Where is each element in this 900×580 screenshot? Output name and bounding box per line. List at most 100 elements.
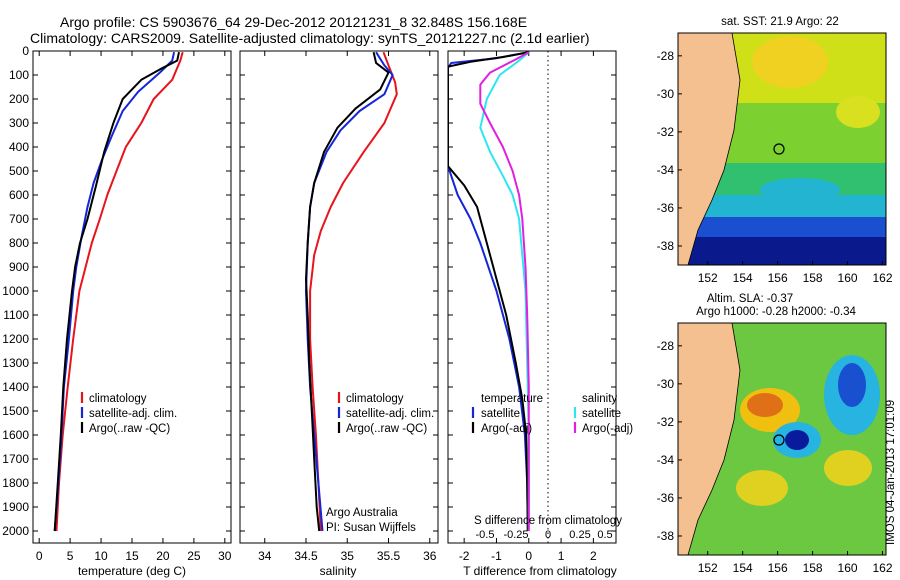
- salinity-x-axis: 34 34.5 35 35.5 36: [240, 50, 438, 563]
- x-tick-label: 34: [258, 549, 272, 563]
- y-tick-label: 1900: [2, 500, 29, 514]
- sst-map-axes: 152 154 156 158 160 162 -28 -30 -32 -34 -36 -38: [657, 49, 893, 285]
- series-line: [479, 51, 530, 531]
- legend-label-satellite: satellite-adj. clim.: [89, 408, 177, 420]
- y-tick-label: 1500: [2, 404, 29, 418]
- sst-map-field: [678, 33, 886, 265]
- y-tick-label: 100: [9, 68, 29, 82]
- y-tick-label: 800: [9, 236, 29, 250]
- map-y-tick-label: -32: [657, 125, 675, 139]
- difference-top-label: S difference from climatology: [474, 515, 622, 527]
- sst-land: [678, 33, 740, 265]
- y-tick-label: 1600: [2, 428, 29, 442]
- map-x-tick-label: 156: [768, 561, 788, 575]
- difference-x-axis: -2 -1 0 1 2: [448, 50, 616, 563]
- sla-high-patch: [736, 470, 788, 506]
- sst-warm-patch: [752, 36, 828, 88]
- y-tick-label: 500: [9, 164, 29, 178]
- sla-map-title-line2: Argo h1000: -0.28 h2000: -0.34: [696, 306, 856, 318]
- x-tick-label: -2: [459, 549, 470, 563]
- sla-map-field: [678, 323, 886, 555]
- map-x-tick-label: 160: [838, 271, 858, 285]
- map-y-tick-label: -30: [657, 87, 675, 101]
- series-line: [53, 51, 180, 532]
- y-tick-label: 1200: [2, 332, 29, 346]
- map-y-tick-label: -30: [657, 377, 675, 391]
- legend-title-temperature: temperature: [481, 393, 543, 405]
- sla-low-core: [785, 430, 809, 450]
- x-tick-label: 20: [156, 549, 170, 563]
- salinity-difference-scale: -0.5 -0.25 0 0.25 0.5: [476, 529, 613, 541]
- salinity-legend: climatology satellite-adj. clim. Argo(..…: [337, 392, 434, 435]
- map-x-tick-label: 160: [838, 561, 858, 575]
- y-tick-label: 700: [9, 212, 29, 226]
- y-tick-label: 600: [9, 188, 29, 202]
- y-tick-label: 200: [9, 92, 29, 106]
- x-tick-label: 36: [423, 549, 437, 563]
- map-y-tick-label: -28: [657, 339, 675, 353]
- x-tick-label: 10: [94, 549, 108, 563]
- sst-band-cyan: [678, 195, 886, 217]
- sst-map-frame: [677, 32, 887, 266]
- sst-band-blue: [678, 217, 886, 237]
- series-line: [55, 51, 184, 532]
- s-tick-label: 0: [545, 529, 551, 541]
- x-tick-label: 34.5: [294, 549, 318, 563]
- x-tick-label: 0: [525, 549, 532, 563]
- header-title-line2: Climatology: CARS2009. Satellite-adjuste…: [30, 30, 590, 46]
- s-tick-label: -0.25: [503, 529, 528, 541]
- y-tick-label: 0: [22, 44, 29, 58]
- map-y-tick-label: -36: [657, 491, 675, 505]
- sst-band-navy: [678, 237, 886, 265]
- map-y-tick-label: -38: [657, 239, 675, 253]
- sst-coastline: [687, 33, 741, 265]
- s-tick-label: 0.5: [597, 529, 612, 541]
- map-y-tick-label: -34: [657, 163, 675, 177]
- imos-timestamp: IMOS 04-Jan-2013 17:01:09: [885, 400, 897, 545]
- x-tick-label: 15: [125, 549, 139, 563]
- series-line: [448, 51, 529, 532]
- x-tick-label: 25: [187, 549, 201, 563]
- y-tick-label: 400: [9, 140, 29, 154]
- sla-coastline: [687, 323, 741, 555]
- depth-axis: 0 100 200 300 400 500 600 700 800 900 1000 1100 1200…: [2, 44, 231, 538]
- series-line: [479, 51, 530, 531]
- map-x-tick-label: 154: [733, 271, 753, 285]
- s-tick-label: 0.25: [569, 529, 590, 541]
- temperature-panel-frame: [32, 50, 232, 544]
- y-tick-label: 300: [9, 116, 29, 130]
- series-line: [305, 51, 394, 532]
- y-tick-label: 1000: [2, 284, 29, 298]
- x-tick-label: 0: [36, 549, 43, 563]
- sla-low-core: [838, 363, 866, 407]
- sla-map-frame: [677, 322, 887, 556]
- series-line: [448, 51, 529, 532]
- map-y-tick-label: -36: [657, 201, 675, 215]
- map-y-tick-label: -32: [657, 415, 675, 429]
- salinity-series: [305, 51, 398, 532]
- series-line: [305, 51, 390, 532]
- temperature-legend: climatology satellite-adj. clim. Argo(..…: [80, 392, 177, 435]
- sst-argo-position-marker: [773, 143, 785, 155]
- sla-high-patch: [824, 450, 872, 486]
- legend-label-temperature-argo: Argo(-adj): [481, 423, 532, 435]
- map-x-tick-label: 152: [698, 561, 718, 575]
- x-tick-label: 1: [558, 549, 565, 563]
- difference-panel-frame: [447, 50, 617, 544]
- difference-series: [448, 51, 530, 532]
- sla-map-title-line1: Altim. SLA: -0.37: [707, 293, 793, 305]
- map-x-tick-label: 152: [698, 271, 718, 285]
- legend-label-argo: Argo(..raw -QC): [89, 423, 170, 435]
- map-y-tick-label: -34: [657, 453, 675, 467]
- map-x-tick-label: 154: [733, 561, 753, 575]
- temperature-series: [53, 51, 184, 532]
- map-x-tick-label: 156: [768, 271, 788, 285]
- s-tick-label: -0.5: [476, 529, 495, 541]
- difference-legend: temperature salinity satellite Argo(-adj…: [471, 393, 633, 435]
- salinity-x-label: salinity: [320, 564, 357, 578]
- legend-title-salinity: salinity: [582, 393, 617, 405]
- map-y-tick-label: -28: [657, 49, 675, 63]
- map-x-tick-label: 158: [803, 561, 823, 575]
- sst-cool-patch: [760, 178, 840, 202]
- difference-x-label: T difference from climatology: [463, 564, 617, 578]
